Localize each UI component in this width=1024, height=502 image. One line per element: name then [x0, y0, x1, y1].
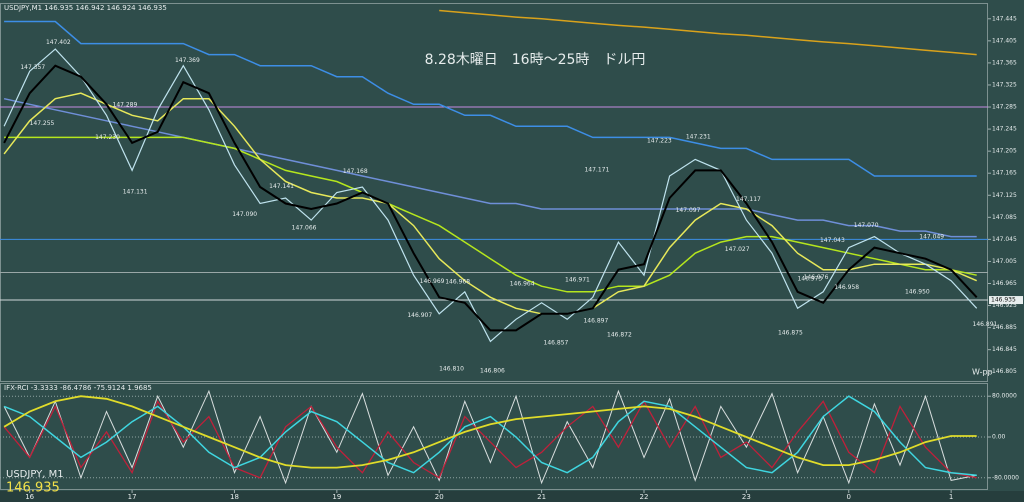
price-annotation: 147.255: [30, 120, 55, 127]
price-annotation: 147.369: [175, 57, 200, 64]
y-tick-label: 146.965: [992, 280, 1017, 287]
price-annotation: 146.806: [480, 368, 505, 375]
price-annotation: 147.357: [20, 64, 45, 71]
series-line: [439, 9, 977, 56]
series-line: [3, 395, 977, 477]
series-line: [3, 48, 978, 343]
price-panel-frame: [0, 3, 988, 382]
price-annotation: 147.066: [292, 224, 317, 231]
series-line: [4, 20, 977, 177]
price-annotation: 147.231: [686, 133, 711, 140]
price-annotation: 147.131: [123, 188, 148, 195]
price-annotation: 147.168: [343, 168, 368, 175]
x-tick-label: 17: [128, 493, 137, 501]
price-annotation: 146.973: [797, 276, 822, 283]
x-tick-label: 0: [847, 493, 851, 501]
series-line: [3, 395, 977, 469]
x-tick-label: 18: [230, 493, 239, 501]
price-annotation: 146.872: [607, 331, 632, 338]
price-annotation: 146.964: [510, 281, 535, 288]
y-tick-label: 146.845: [992, 346, 1017, 353]
y-tick-label: 147.365: [992, 59, 1017, 66]
price-annotation: 146.810: [439, 365, 464, 372]
x-tick-label: 19: [332, 493, 341, 501]
price-annotation: 146.971: [565, 277, 590, 284]
y-tick-label: 147.405: [992, 37, 1017, 44]
price-annotation: 147.289: [113, 101, 138, 108]
price-annotation: 147.141: [269, 183, 294, 190]
current-price-label: 146.935: [991, 297, 1016, 304]
price-annotation: 147.230: [95, 134, 120, 141]
price-annotation: 147.043: [820, 237, 845, 244]
series-line: [3, 97, 977, 238]
y-tick-label: 147.085: [992, 214, 1017, 221]
price-annotation: 146.969: [420, 278, 445, 285]
price-annotation: 146.950: [905, 288, 930, 295]
y-tick-label: 80.0000: [992, 393, 1017, 400]
y-tick-label: 0.00: [992, 434, 1006, 441]
price-annotation: 146.976: [804, 274, 829, 281]
price-annotation: 147.171: [584, 166, 609, 173]
y-tick-label: 147.045: [992, 236, 1017, 243]
price-annotation: 147.090: [232, 211, 257, 218]
price-annotation: 146.897: [583, 317, 608, 324]
x-tick-label: 16: [25, 493, 34, 501]
y-tick-label: -80.0000: [992, 474, 1019, 481]
chart-header: USDJPY,M1 146.935 146.942 146.924 146.93…: [4, 4, 167, 12]
price-annotation: 147.049: [919, 234, 944, 241]
price-annotation: 147.117: [736, 196, 761, 203]
y-tick-label: 147.445: [992, 15, 1017, 22]
price-annotation: 146.968: [445, 278, 470, 285]
x-tick-label: 20: [435, 493, 444, 501]
x-tick-label: 22: [640, 493, 649, 501]
price-annotation: 147.070: [854, 222, 879, 229]
price-annotation: 147.402: [46, 39, 71, 46]
time-axis-strip: [0, 491, 1024, 502]
badge: W-pp: [972, 368, 993, 377]
price-annotation: 146.958: [834, 284, 859, 291]
y-tick-label: 146.805: [992, 368, 1017, 375]
symbol-label: USDJPY, M1: [6, 469, 64, 480]
y-tick-label: 147.205: [992, 148, 1017, 155]
current-price-box: [989, 296, 1023, 305]
y-tick-label: 147.245: [992, 126, 1017, 133]
price-annotation: 147.027: [725, 246, 750, 253]
price-annotation: 146.907: [407, 312, 432, 319]
series-line: [3, 64, 978, 332]
y-tick-label: 147.325: [992, 81, 1017, 88]
series-line: [4, 136, 977, 293]
price-annotation: 146.891: [973, 321, 998, 328]
y-tick-label: 147.005: [992, 258, 1017, 265]
symbol-price: 146.935: [6, 481, 60, 496]
price-annotation: 146.857: [544, 340, 569, 347]
series-line: [3, 399, 977, 479]
y-tick-label: 147.125: [992, 192, 1017, 199]
x-tick-label: 23: [742, 493, 751, 501]
price-annotation: 147.097: [676, 207, 701, 214]
y-tick-label: 146.925: [992, 302, 1017, 309]
x-tick-label: 1: [949, 493, 953, 501]
oscillator-header: IFX-RCI -3.3333 -86.4786 -75.9124 1.9685: [4, 384, 152, 392]
x-tick-label: 21: [537, 493, 546, 501]
price-annotation: 147.223: [647, 138, 672, 145]
y-tick-label: 147.165: [992, 170, 1017, 177]
y-tick-label: 146.885: [992, 324, 1017, 331]
y-tick-label: 147.285: [992, 104, 1017, 111]
chart-title: 8.28木曜日 16時～25時 ドル円: [425, 52, 646, 68]
price-annotation: 146.875: [778, 330, 803, 337]
